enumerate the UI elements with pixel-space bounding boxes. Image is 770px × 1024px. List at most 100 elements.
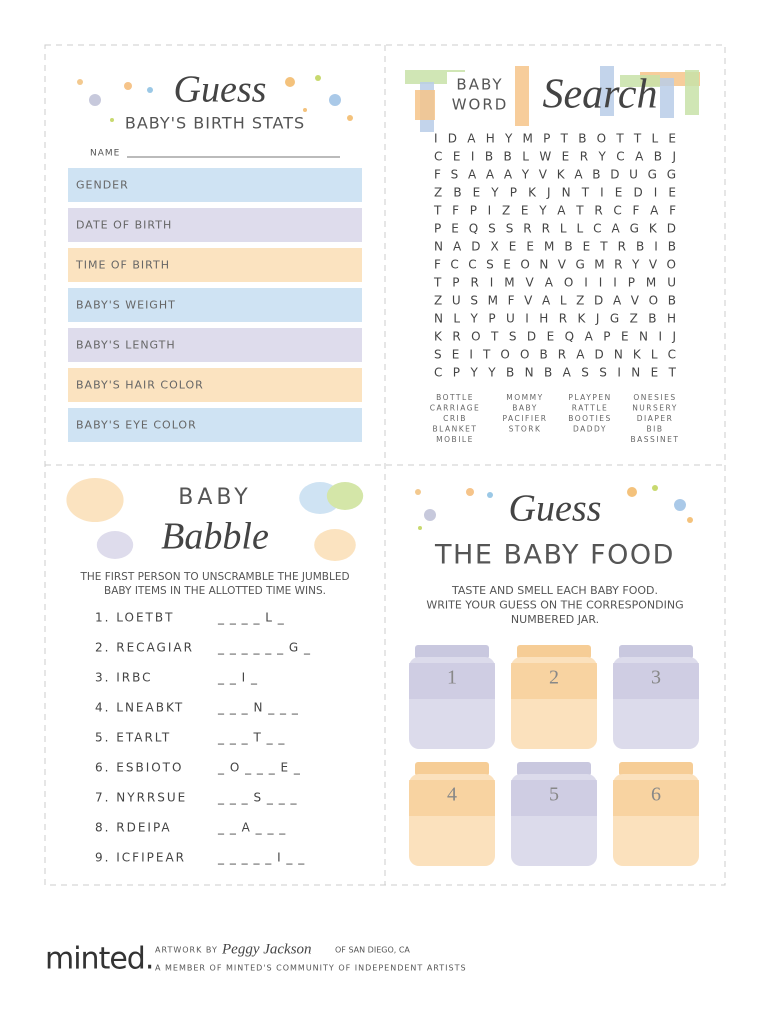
jar-lid <box>415 762 489 776</box>
grid-row: Z U S M F V A L Z D A V O B <box>434 294 676 308</box>
answer-blank: _ _ A _ _ _ <box>217 821 286 835</box>
speech-bubble <box>66 478 124 522</box>
jar-label <box>511 780 597 816</box>
word-list-item: RATTLE <box>572 404 608 413</box>
scramble-clue: 2. RECAGIAR <box>95 641 194 655</box>
decor-arrow <box>660 78 674 118</box>
decor-dot <box>285 77 295 87</box>
jar-label <box>409 663 495 699</box>
jar-number: 2 <box>549 667 559 689</box>
script-title: Search <box>542 72 657 118</box>
jar-number: 1 <box>447 667 457 689</box>
footer-text: A MEMBER OF MINTED'S COMMUNITY OF INDEPE… <box>155 964 467 973</box>
decor-dot <box>415 489 421 495</box>
section-title: BABY <box>456 76 503 94</box>
instructions: THE FIRST PERSON TO UNSCRAMBLE THE JUMBL… <box>79 571 349 583</box>
scramble-clue: 8. RDEIPA <box>95 821 172 835</box>
word-list-item: BOOTIES <box>568 414 612 423</box>
decor-arrow <box>620 75 660 87</box>
answer-blank: _ _ _ _ _ I _ _ <box>217 851 305 865</box>
grid-row: N A D X E E M B E T R B I B <box>434 240 676 254</box>
script-title: Guess <box>509 488 602 530</box>
instructions: WRITE YOUR GUESS ON THE CORRESPONDING <box>426 599 683 612</box>
answer-blank: _ _ _ N _ _ _ <box>217 701 299 715</box>
jar-lid <box>415 645 489 659</box>
field-label: TIME OF BIRTH <box>75 259 170 272</box>
grid-row: T F P I Z E Y A T R C F A F <box>433 204 676 218</box>
speech-bubble <box>326 482 364 510</box>
section-title: WORD <box>452 96 509 114</box>
decor-dot <box>347 115 353 121</box>
grid-row: I D A H Y M P T B O T T L E <box>434 132 676 146</box>
grid-row: F S A A A Y V K A B D U G G <box>434 168 676 182</box>
word-list-item: STORK <box>509 425 542 434</box>
decor-dot <box>303 108 307 112</box>
word-list-item: DIAPER <box>637 414 674 423</box>
decor-dot <box>487 492 493 498</box>
scramble-clue: 1. LOETBT <box>95 611 174 625</box>
instructions: NUMBERED JAR. <box>511 613 599 626</box>
grid-row: C E I B B L W E R Y C A B J <box>434 150 676 164</box>
word-list-item: NURSERY <box>632 404 678 413</box>
grid-row: K R O T S D E Q A P E N I J <box>434 330 676 344</box>
section-title: BABY'S BIRTH STATS <box>125 114 305 133</box>
grid-row: N L Y P U I H R K J G Z B H <box>434 312 676 326</box>
word-list-item: BIB <box>646 425 663 434</box>
grid-row: Z B E Y P K J N T I E D I E <box>434 186 676 200</box>
field-bar <box>68 248 362 282</box>
word-list-item: BOTTLE <box>436 393 474 402</box>
decor-box <box>447 72 515 116</box>
decor-dot <box>466 488 474 496</box>
speech-bubble <box>314 529 356 561</box>
field-label: BABY'S HAIR COLOR <box>76 379 204 392</box>
jar-number: 4 <box>447 784 457 806</box>
answer-blank: _ _ _ _ _ _ G _ <box>217 641 311 655</box>
jar-lid <box>517 762 591 776</box>
decor-arrow <box>600 66 614 116</box>
scramble-clue: 9. ICFIPEAR <box>95 851 186 865</box>
jar-label <box>511 663 597 699</box>
word-list-item: BLANKET <box>433 425 478 434</box>
word-list-item: BABY <box>512 404 538 413</box>
footer-text: OF SAN DIEGO, CA <box>335 946 410 955</box>
answer-blank: _ _ I _ <box>217 671 258 685</box>
scramble-clue: 4. LNEABKT <box>95 701 184 715</box>
word-list-item: CRIB <box>443 414 467 423</box>
decor-dot <box>147 87 153 93</box>
scramble-clue: 3. IRBC <box>95 671 153 685</box>
answer-blank: _ _ _ _ L _ <box>217 611 285 625</box>
word-list-item: MOMMY <box>506 393 543 402</box>
decor-dot <box>652 485 658 491</box>
field-bar <box>68 288 362 322</box>
decor-dot <box>674 499 686 511</box>
decor-dot <box>124 82 132 90</box>
field-bar <box>68 208 362 242</box>
brand-logo: minted. <box>45 942 153 977</box>
field-label: BABY'S EYE COLOR <box>76 419 197 432</box>
field-bar <box>68 408 362 442</box>
grid-row: F C C S E O N V G M R Y V O <box>434 258 676 272</box>
word-list-item: ONESIES <box>633 393 676 402</box>
instructions: TASTE AND SMELL EACH BABY FOOD. <box>451 584 658 597</box>
script-title: Guess <box>174 69 267 111</box>
artist-name: Peggy Jackson <box>221 941 312 957</box>
jar-number: 5 <box>549 784 559 806</box>
decor-dot <box>89 94 101 106</box>
decor-arrow <box>515 66 529 126</box>
word-list-item: BASSINET <box>631 435 680 444</box>
word-list-item: DADDY <box>573 425 607 434</box>
field-label: NAME <box>90 149 120 159</box>
decor-dot <box>627 487 637 497</box>
decor-arrow <box>415 90 435 120</box>
field-label: BABY'S LENGTH <box>76 339 176 352</box>
jar-number: 6 <box>651 784 661 806</box>
decor-dot <box>424 509 436 521</box>
word-list-item: PACIFIER <box>503 414 548 423</box>
scramble-clue: 6. ESBIOTO <box>95 761 183 775</box>
decor-dot <box>110 118 114 122</box>
jar-lid <box>619 645 693 659</box>
field-bar <box>68 368 362 402</box>
decor-dot <box>687 517 693 523</box>
scramble-clue: 7. NYRRSUE <box>95 791 187 805</box>
